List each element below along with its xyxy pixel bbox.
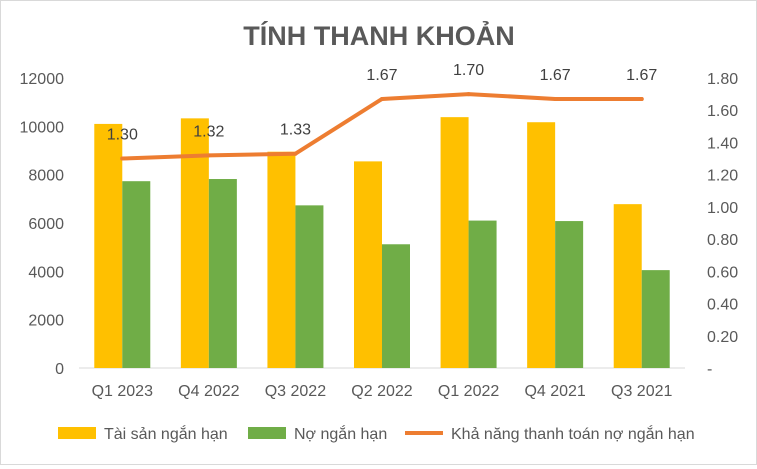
- ratio-line-point: [293, 151, 298, 156]
- legend-no-ngan-han-label: Nợ ngắn hạn: [294, 424, 387, 443]
- chart-title: TÍNH THANH KHOẢN: [243, 19, 514, 51]
- right-axis-tick-label: -: [707, 361, 712, 378]
- ratio-line-point: [466, 92, 471, 97]
- bar-no-ngan-han: [295, 205, 324, 368]
- legend-kha-nang-thanh-toan-label: Khả năng thanh toán nợ ngắn hạn: [451, 424, 695, 443]
- bar-no-ngan-han: [208, 179, 237, 368]
- ratio-line-group: 1.30 1.32 1.33 1.67 1.70 1.67 1.67: [107, 62, 657, 161]
- right-axis-tick-label: 1.20: [707, 168, 738, 185]
- bar-tai-san-ngan-han: [527, 122, 556, 368]
- x-axis-category-label: Q3 2022: [265, 383, 326, 400]
- right-axis-tick-label: 0.20: [707, 329, 738, 346]
- ratio-line-point: [206, 153, 211, 158]
- left-axis-tick-label: 4000: [28, 264, 64, 281]
- axes-group: 0 2000 4000 6000 8000 10000 12000 - 0.20 0.40 0.60…: [20, 71, 739, 400]
- right-axis-tick-label: 1.00: [707, 200, 738, 217]
- bar-no-ngan-han: [122, 181, 151, 368]
- bar-tai-san-ngan-han: [180, 118, 209, 368]
- x-axis-category-label: Q2 2022: [351, 383, 412, 400]
- ratio-line-point: [553, 96, 558, 101]
- ratio-data-label: 1.67: [366, 67, 397, 84]
- x-axis-category-label: Q4 2022: [178, 383, 239, 400]
- ratio-data-label: 1.67: [626, 67, 657, 84]
- right-axis-tick-label: 1.80: [707, 71, 738, 88]
- left-axis-tick-label: 12000: [20, 71, 65, 88]
- ratio-data-label: 1.67: [540, 67, 571, 84]
- left-axis-tick-label: 8000: [28, 168, 64, 185]
- ratio-line-point: [639, 96, 644, 101]
- right-axis-tick-label: 0.40: [707, 297, 738, 314]
- legend-tai-san-ngan-han-label: Tài sản ngắn hạn: [104, 424, 228, 443]
- x-axis-category-label: Q4 2021: [524, 383, 585, 400]
- x-axis-category-label: Q1 2022: [438, 383, 499, 400]
- bar-tai-san-ngan-han: [94, 123, 123, 369]
- bar-tai-san-ngan-han: [613, 204, 642, 368]
- bar-no-ngan-han: [555, 221, 584, 368]
- left-axis-tick-label: 2000: [28, 313, 64, 330]
- bar-tai-san-ngan-han: [440, 117, 469, 369]
- ratio-line-point: [120, 156, 125, 161]
- left-axis-tick-label: 6000: [28, 216, 64, 233]
- ratio-data-label: 1.32: [193, 123, 224, 140]
- bar-no-ngan-han: [382, 244, 410, 368]
- ratio-data-label: 1.30: [107, 127, 138, 144]
- left-axis-tick-label: 10000: [20, 119, 65, 136]
- right-axis-tick-label: 0.80: [707, 232, 738, 249]
- x-axis-category-label: Q3 2021: [611, 383, 672, 400]
- right-axis-tick-label: 1.40: [707, 135, 738, 152]
- ratio-data-label: 1.33: [280, 122, 311, 139]
- bar-tai-san-ngan-han: [354, 161, 382, 368]
- ratio-data-label: 1.70: [453, 62, 484, 79]
- bar-no-ngan-han: [468, 220, 497, 368]
- legend-tai-san-ngan-han-swatch: [58, 427, 96, 439]
- bar-tai-san-ngan-han: [267, 151, 296, 368]
- legend-no-ngan-han-swatch: [248, 427, 286, 439]
- left-axis-tick-label: 0: [55, 361, 64, 378]
- legend: Tài sản ngắn hạn Nợ ngắn hạn Khả năng than…: [58, 424, 695, 443]
- right-axis-tick-label: 1.60: [707, 103, 738, 120]
- x-axis-category-label: Q1 2023: [92, 383, 153, 400]
- right-axis-tick-label: 0.60: [707, 264, 738, 281]
- bar-no-ngan-han: [641, 270, 670, 368]
- bars-group: [94, 117, 670, 369]
- ratio-line-point: [380, 96, 384, 101]
